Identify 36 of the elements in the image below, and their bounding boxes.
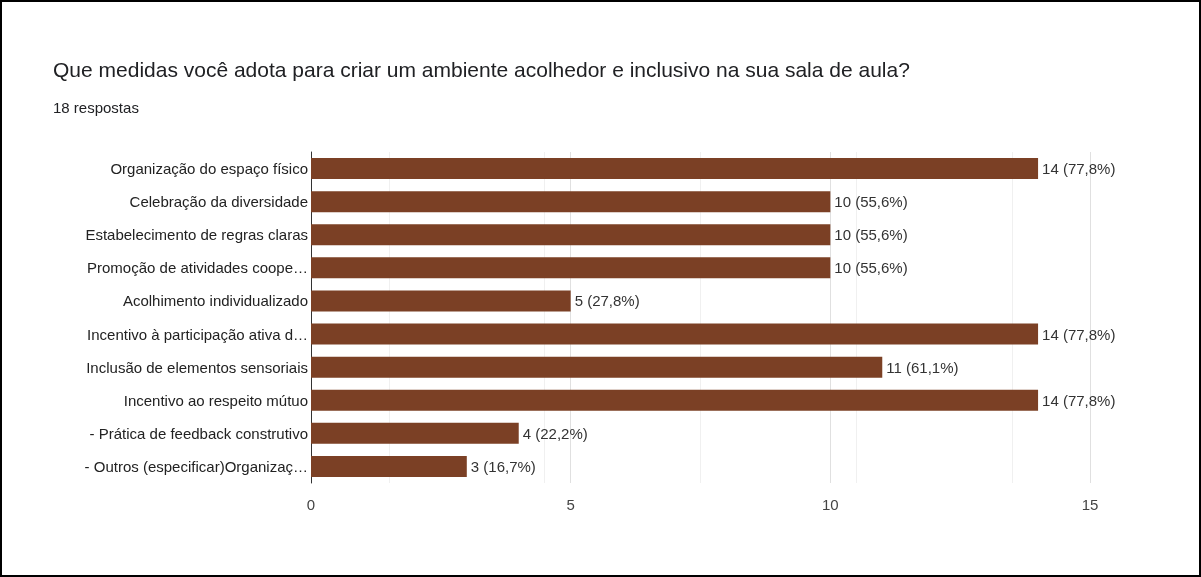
text: 18 respostas — [53, 99, 139, 116]
data-label: 4 (22,2%) — [522, 424, 588, 442]
data-label: 10 (55,6%) — [834, 193, 908, 211]
y-tick-label: Inclusão de elementos sensoriais — [86, 358, 308, 376]
y-tick-label: Celebração da diversidade — [129, 193, 308, 211]
bar — [311, 455, 467, 477]
data-label: 5 (27,8%) — [574, 292, 640, 310]
y-tick-label: Promoção de atividades coope… — [87, 259, 308, 277]
x-tick-label: 15 — [1081, 496, 1099, 513]
data-label: 10 (55,6%) — [834, 259, 908, 277]
y-tick-label: Incentivo à participação ativa d… — [87, 325, 308, 343]
chart-title: Que medidas você adota para criar um ambiente acolhedor e inclusivo na sua sala de aula? — [53, 58, 910, 81]
y-tick-label: Incentivo ao respeito mútuo — [123, 391, 308, 409]
bar — [311, 158, 1039, 180]
data-label: 14 (77,8%) — [1042, 325, 1116, 343]
y-tick-label: - Outros (especificar)Organizaç… — [84, 457, 308, 475]
x-tick-label: 5 — [566, 496, 575, 513]
bar — [311, 224, 831, 246]
bar — [311, 191, 831, 213]
data-label: 14 (77,8%) — [1042, 160, 1116, 178]
y-tick-label: Estabelecimento de regras claras — [85, 226, 308, 244]
data-label: 11 (61,1%) — [886, 358, 959, 376]
x-tick-label: 10 — [821, 496, 839, 513]
y-tick-label: - Prática de feedback construtivo — [89, 424, 308, 442]
data-label: 10 (55,6%) — [834, 226, 908, 244]
bar — [311, 257, 831, 279]
y-tick-label: Acolhimento individualizado — [122, 292, 308, 310]
x-tick-label: 0 — [306, 496, 316, 513]
bar — [311, 290, 571, 312]
bar — [311, 389, 1039, 411]
data-label: 14 (77,8%) — [1042, 391, 1116, 409]
bar — [311, 356, 883, 378]
bar — [311, 323, 1039, 345]
y-tick-label: Organização do espaço físico — [110, 160, 308, 178]
data-label: 3 (16,7%) — [470, 457, 536, 475]
bar — [311, 422, 519, 444]
